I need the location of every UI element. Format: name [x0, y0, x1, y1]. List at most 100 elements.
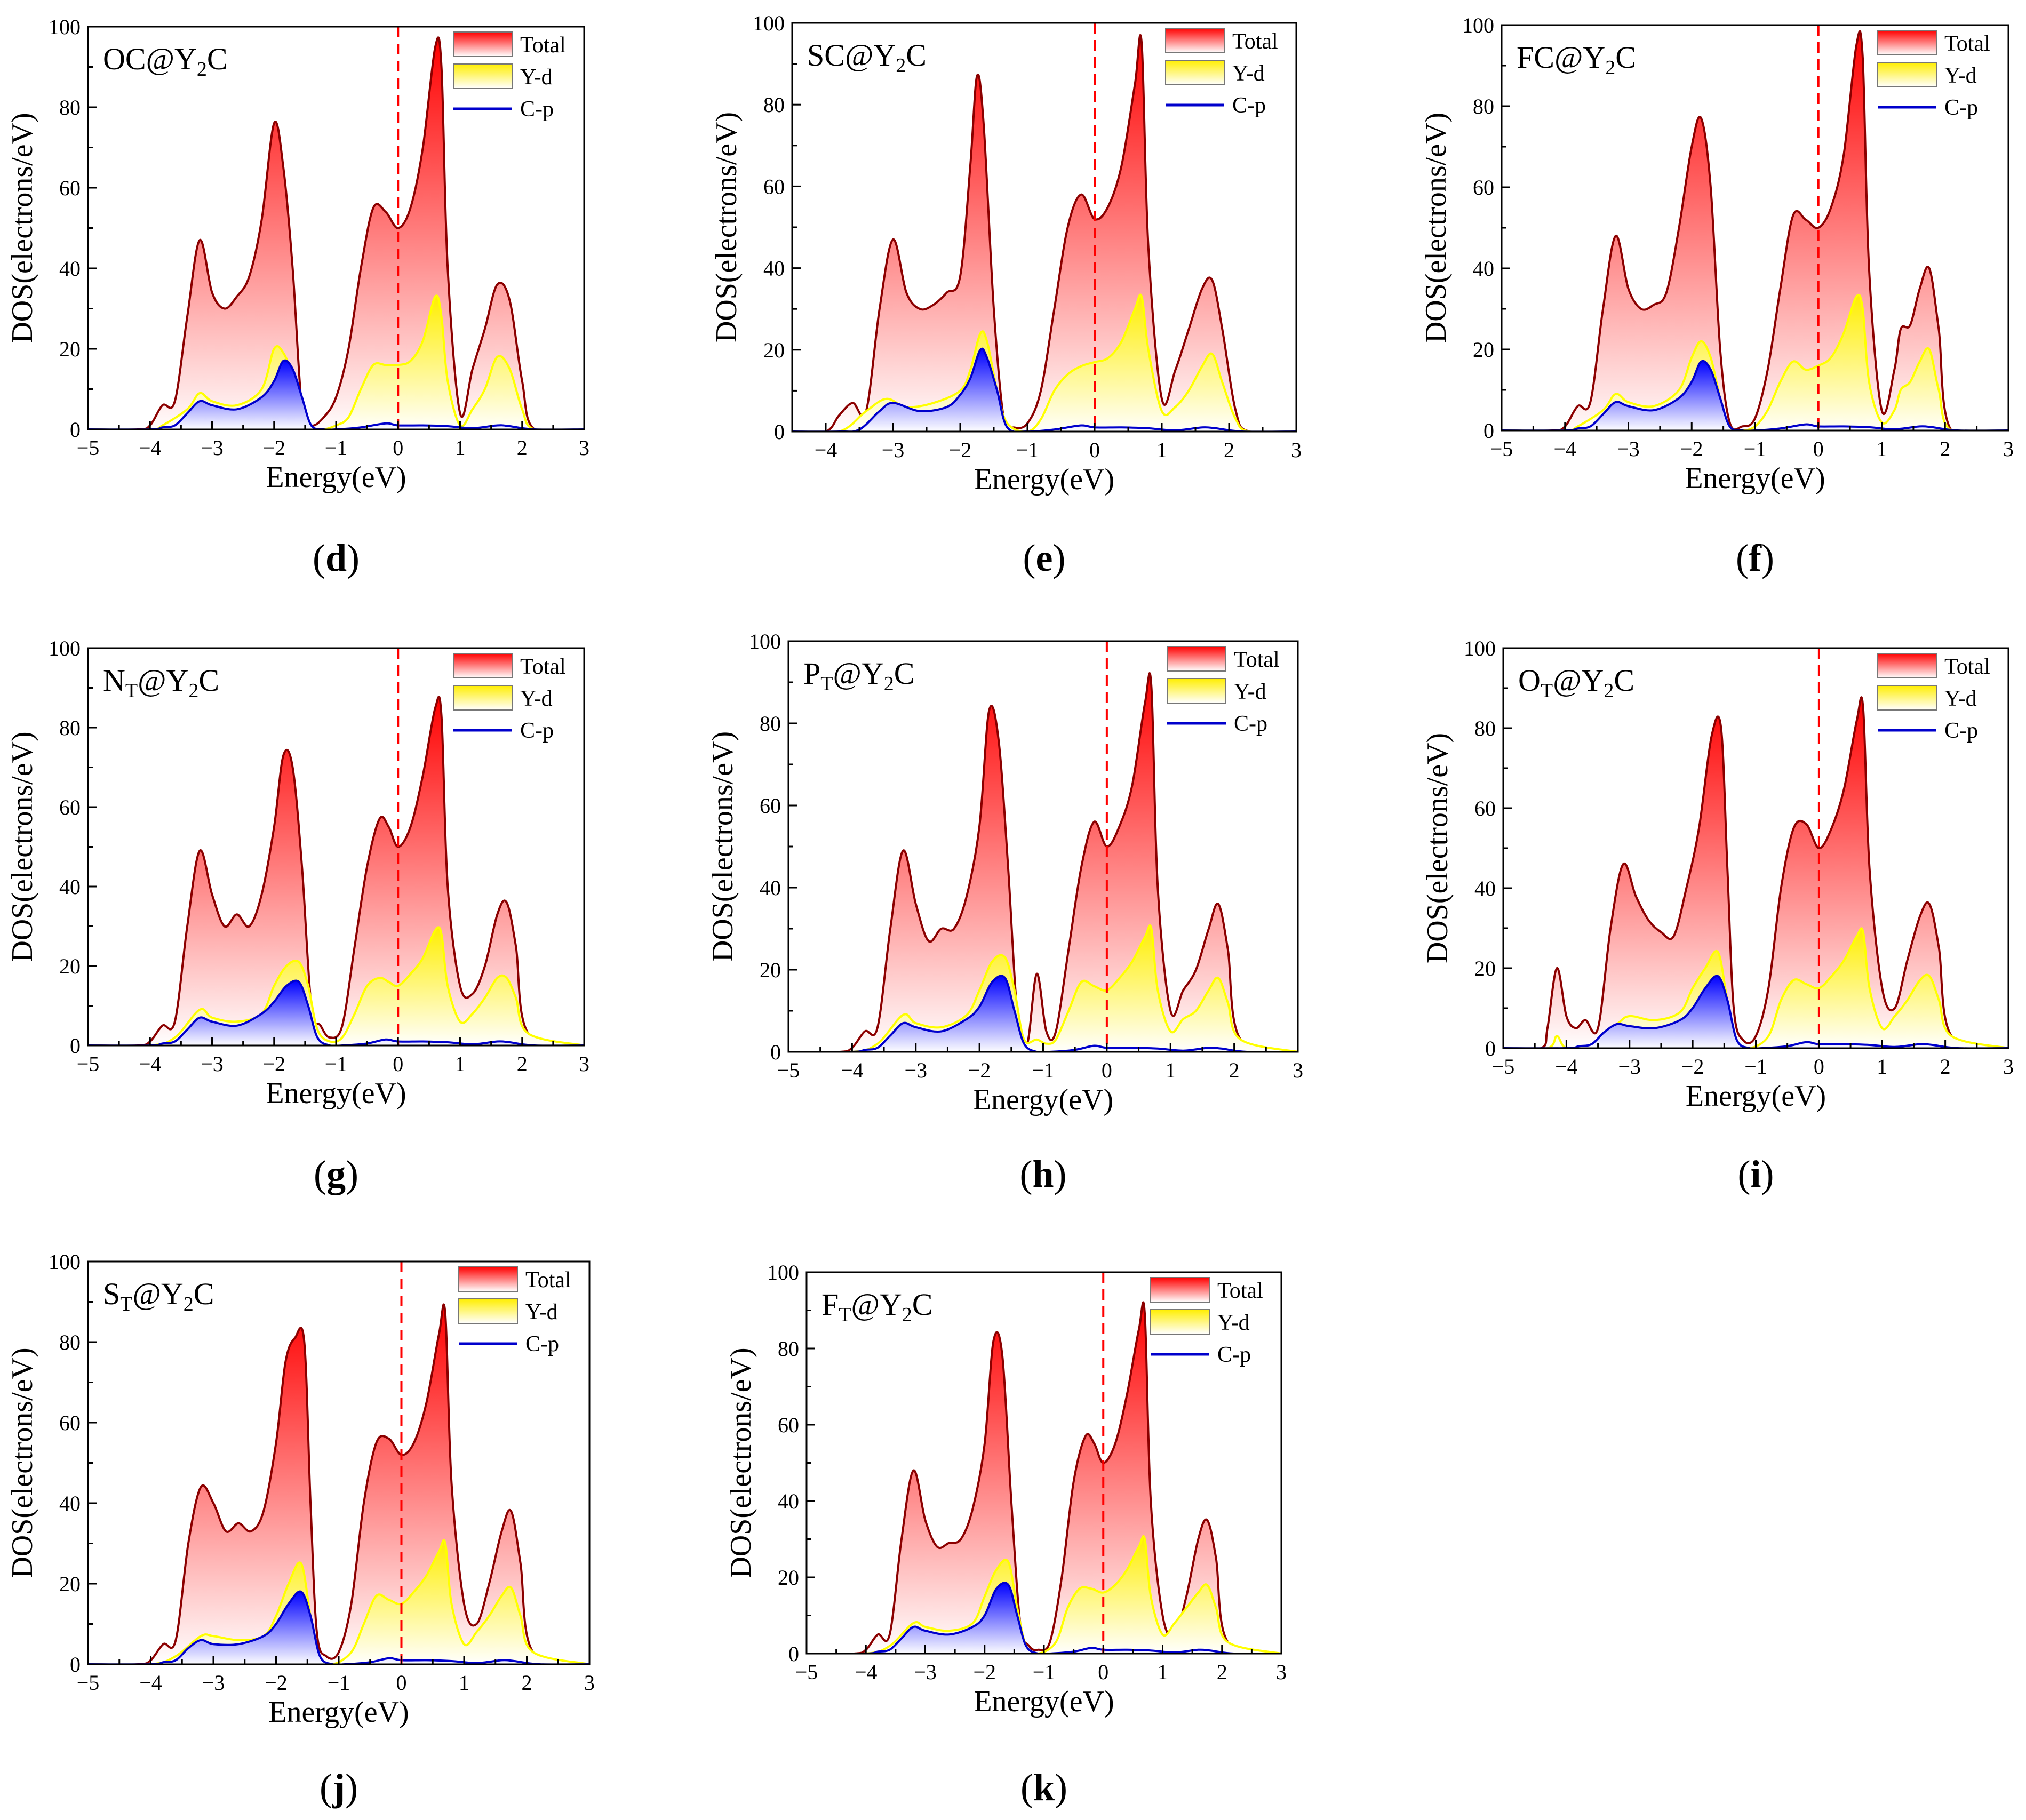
x-tick-label: 2	[1940, 1055, 1951, 1079]
plot-area	[1502, 30, 2008, 430]
x-tick-label: 3	[1293, 1058, 1303, 1082]
series-line-cp	[792, 347, 1296, 432]
x-tick-label: −1	[325, 1052, 348, 1076]
x-tick-label: −3	[882, 438, 905, 462]
y-tick-label: 20	[760, 958, 781, 982]
x-tick-label: −5	[777, 1058, 800, 1082]
x-tick-label: 2	[517, 436, 528, 460]
legend-label: Total	[1217, 1279, 1263, 1303]
y-tick-label: 0	[1483, 419, 1494, 443]
plot-area	[88, 36, 584, 429]
y-tick-label: 0	[70, 1034, 81, 1058]
panel-title: PT@Y2C	[803, 656, 914, 695]
legend-label: Total	[525, 1268, 571, 1292]
panel-letter-label: (d)	[313, 537, 360, 579]
legend-label: Y-d	[520, 65, 553, 90]
x-axis-label: Energy(eV)	[266, 461, 406, 494]
series-fill-total	[792, 35, 1296, 432]
legend-swatch-total	[453, 653, 513, 678]
x-tick-label: −2	[262, 1052, 285, 1076]
x-tick-label: −1	[1744, 437, 1767, 461]
series-line-yd	[788, 924, 1298, 1052]
legend-swatch-yd	[453, 63, 513, 89]
y-axis-label: DOS(electrons/eV)	[706, 731, 739, 962]
x-tick-label: −2	[1681, 1055, 1704, 1079]
y-tick-label: 80	[760, 712, 781, 736]
series-line-cp	[1503, 975, 2008, 1048]
y-tick-label: 40	[59, 1491, 81, 1515]
x-tick-label: −2	[973, 1660, 996, 1684]
y-tick-label: 40	[1474, 876, 1496, 900]
legend-label: C-p	[1944, 95, 1978, 120]
legend: Total Y-d C-p	[458, 1266, 571, 1356]
panel-title: OC@Y2C	[103, 42, 228, 81]
legend-swatch-total	[1150, 1277, 1210, 1303]
y-tick-label: 100	[49, 15, 81, 39]
series-line-yd	[1503, 927, 2008, 1048]
x-axis-label: Energy(eV)	[268, 1696, 409, 1729]
x-tick-label: 1	[455, 1052, 466, 1076]
x-tick-label: 2	[522, 1671, 532, 1695]
dos-panel: −5 −4 −3 −2 −1 0 1 2 3 0 20 40 60 80 100 Energy(eV) DOS(…	[724, 1260, 1287, 1809]
panel-title: OT@Y2C	[1518, 663, 1634, 702]
series-line-yd	[1502, 293, 2008, 430]
x-tick-label: 1	[1165, 1058, 1176, 1082]
series-fill-total	[88, 1304, 589, 1664]
y-axis-label: DOS(electrons/eV)	[6, 731, 39, 962]
panel-letter-label: (k)	[1020, 1766, 1067, 1809]
x-tick-label: 0	[393, 436, 403, 460]
series-line-yd	[88, 1539, 589, 1664]
legend-label: Y-d	[1232, 61, 1265, 86]
x-axis-label: Energy(eV)	[974, 1685, 1114, 1718]
series-fill-cp	[1503, 976, 2008, 1048]
y-axis-label: DOS(electrons/eV)	[6, 1347, 39, 1578]
y-tick-label: 60	[59, 1411, 81, 1435]
legend-label: Y-d	[1234, 680, 1266, 704]
x-tick-label: 0	[1813, 437, 1824, 461]
legend-label: Total	[1944, 31, 1990, 56]
x-tick-label: 1	[1877, 437, 1887, 461]
x-tick-label: −3	[1617, 437, 1640, 461]
series-line-total	[1502, 30, 2008, 430]
legend-swatch-yd	[1877, 62, 1937, 87]
legend-swatch-total	[1877, 653, 1937, 678]
y-tick-label: 100	[49, 636, 81, 660]
plot-area	[88, 696, 584, 1045]
y-tick-label: 80	[1473, 94, 1494, 118]
x-tick-label: 3	[584, 1671, 595, 1695]
plot-area	[807, 1301, 1281, 1654]
panel-title: SC@Y2C	[807, 38, 927, 77]
legend-swatch-total	[458, 1266, 518, 1292]
legend-label: C-p	[1232, 93, 1266, 118]
dos-panel: −5 −4 −3 −2 −1 0 1 2 3 0 20 40 60 80 100 Energy(eV) DOS(…	[6, 1250, 595, 1809]
series-line-total	[88, 1303, 589, 1664]
legend-label: Y-d	[520, 687, 553, 711]
legend: Total Y-d C-p	[1165, 28, 1278, 118]
y-tick-label: 20	[1474, 956, 1496, 980]
plot-area	[792, 34, 1296, 432]
x-tick-label: −5	[1490, 437, 1513, 461]
series-fill-cp	[788, 976, 1298, 1052]
y-tick-label: 100	[49, 1250, 81, 1274]
x-tick-label: −4	[1555, 1055, 1578, 1079]
legend-swatch-yd	[453, 685, 513, 711]
legend-swatch-yd	[1877, 685, 1937, 711]
panel-letter-label: (h)	[1019, 1153, 1066, 1195]
dos-panel: −5 −4 −3 −2 −1 0 1 2 3 0 20 40 60 80 100 Energy(eV) DOS(…	[706, 629, 1303, 1195]
x-tick-label: 3	[1291, 438, 1302, 462]
y-axis-label: DOS(electrons/eV)	[1421, 733, 1454, 963]
x-tick-label: −4	[139, 436, 162, 460]
y-axis-label: DOS(electrons/eV)	[6, 113, 39, 343]
x-tick-label: 3	[579, 436, 589, 460]
panel-letter-label: (j)	[320, 1766, 358, 1809]
x-tick-label: 2	[1940, 437, 1950, 461]
panel-title: FC@Y2C	[1517, 40, 1636, 79]
legend-label: C-p	[520, 719, 554, 743]
y-tick-label: 40	[778, 1489, 799, 1513]
legend-label: Total	[1232, 29, 1278, 54]
legend: Total Y-d C-p	[453, 31, 566, 122]
panel-letter-label: (f)	[1736, 537, 1774, 579]
plot-area	[88, 1303, 589, 1664]
y-tick-label: 100	[753, 11, 785, 35]
